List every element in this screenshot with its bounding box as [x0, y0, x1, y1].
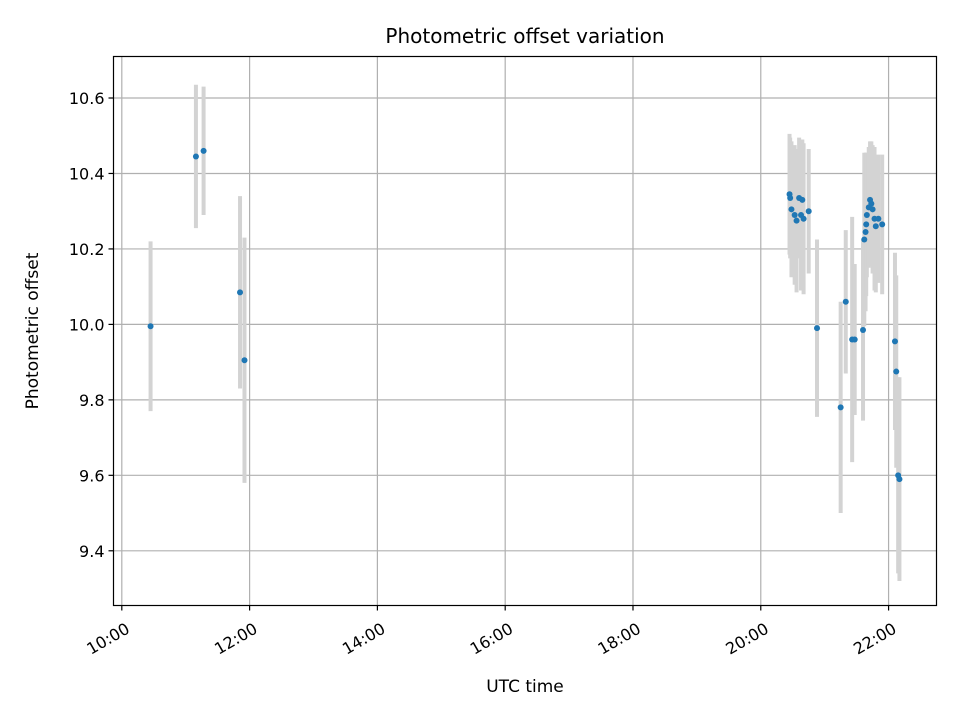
y-tick-label: 10.6 — [69, 89, 105, 108]
data-point — [800, 215, 807, 222]
data-point — [863, 221, 870, 228]
data-point — [793, 217, 800, 224]
data-point — [799, 196, 806, 203]
plot-area-frame — [112, 55, 938, 607]
data-point — [787, 194, 794, 201]
data-point — [893, 368, 900, 375]
y-tick-label: 9.4 — [79, 542, 104, 561]
y-tick-label: 10.4 — [69, 164, 105, 183]
data-point — [192, 153, 199, 160]
y-tick-label: 10.0 — [69, 315, 105, 334]
data-point — [879, 221, 886, 228]
data-point — [147, 323, 154, 330]
data-point — [851, 336, 858, 343]
data-point — [872, 223, 879, 230]
data-point — [891, 338, 898, 345]
data-point — [860, 327, 867, 334]
data-point — [896, 476, 903, 483]
data-point — [237, 289, 244, 296]
data-point — [814, 325, 821, 332]
y-tick-label: 9.8 — [79, 391, 104, 410]
data-point — [863, 211, 870, 218]
data-point — [200, 147, 207, 154]
data-point — [837, 404, 844, 411]
data-point — [862, 228, 869, 235]
data-point — [875, 215, 882, 222]
chart-title: Photometric offset variation — [385, 24, 664, 48]
data-point — [241, 357, 248, 364]
y-tick-label: 9.6 — [79, 466, 104, 485]
data-point — [868, 200, 875, 207]
y-axis-title: Photometric offset — [23, 252, 43, 409]
data-points — [147, 147, 903, 483]
data-point — [805, 208, 812, 215]
x-axis-title: UTC time — [486, 677, 564, 697]
data-point — [869, 206, 876, 213]
y-tick-label: 10.2 — [69, 240, 105, 259]
data-point — [788, 206, 795, 213]
data-point — [842, 298, 849, 305]
data-point — [791, 211, 798, 218]
grid — [113, 56, 937, 606]
data-point — [861, 236, 868, 243]
